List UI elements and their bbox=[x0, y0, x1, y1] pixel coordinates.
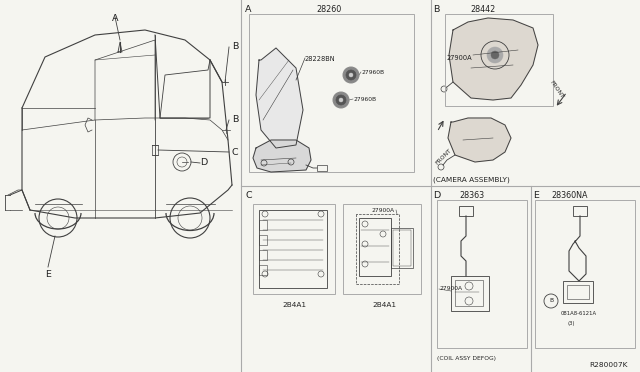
Text: A: A bbox=[112, 14, 118, 23]
Circle shape bbox=[343, 67, 359, 83]
Bar bbox=[573, 206, 587, 216]
Text: FRONT: FRONT bbox=[549, 80, 565, 100]
Text: 27900A: 27900A bbox=[447, 55, 472, 61]
Bar bbox=[535, 200, 635, 348]
Circle shape bbox=[346, 70, 356, 80]
Bar bbox=[259, 250, 267, 260]
Text: 2B4A1: 2B4A1 bbox=[282, 302, 306, 308]
Bar bbox=[259, 220, 267, 230]
Text: 28360NA: 28360NA bbox=[551, 191, 588, 200]
Text: 27960B: 27960B bbox=[361, 70, 384, 75]
Bar bbox=[259, 265, 267, 275]
Circle shape bbox=[487, 47, 503, 63]
Text: (3): (3) bbox=[567, 321, 575, 326]
Text: R280007K: R280007K bbox=[589, 362, 628, 368]
Text: 27900A: 27900A bbox=[439, 286, 462, 291]
Bar bbox=[253, 204, 335, 294]
Text: B: B bbox=[433, 5, 440, 14]
Text: FRONT: FRONT bbox=[435, 148, 453, 166]
Bar bbox=[359, 218, 391, 276]
Bar bbox=[259, 235, 267, 245]
Text: 28363: 28363 bbox=[459, 191, 484, 200]
Bar bbox=[459, 206, 473, 216]
Bar bbox=[391, 228, 413, 268]
Text: C: C bbox=[245, 191, 252, 200]
Bar bbox=[445, 14, 553, 106]
Text: 28260: 28260 bbox=[316, 5, 342, 14]
Text: E: E bbox=[533, 191, 539, 200]
Text: 28228BN: 28228BN bbox=[305, 56, 335, 62]
Text: 081A8-6121A: 081A8-6121A bbox=[561, 311, 597, 316]
Circle shape bbox=[333, 92, 349, 108]
Bar bbox=[455, 280, 483, 306]
Text: 2B4A1: 2B4A1 bbox=[372, 302, 396, 308]
Text: A: A bbox=[245, 5, 252, 14]
Text: B: B bbox=[549, 298, 553, 304]
Text: 28442: 28442 bbox=[470, 5, 495, 14]
Polygon shape bbox=[449, 18, 538, 100]
Text: C: C bbox=[232, 148, 239, 157]
Polygon shape bbox=[253, 140, 311, 172]
Bar bbox=[249, 14, 414, 172]
Text: (CAMERA ASSEMBLY): (CAMERA ASSEMBLY) bbox=[433, 176, 510, 183]
Bar bbox=[317, 165, 327, 171]
Bar bbox=[393, 230, 411, 266]
Text: 27960B: 27960B bbox=[353, 97, 376, 102]
Bar bbox=[259, 210, 327, 288]
Circle shape bbox=[336, 95, 346, 105]
Text: 27900A: 27900A bbox=[371, 208, 394, 213]
Bar bbox=[437, 200, 527, 348]
Bar bbox=[343, 204, 421, 294]
Bar bbox=[567, 285, 589, 299]
Text: E: E bbox=[45, 270, 51, 279]
Circle shape bbox=[339, 98, 343, 102]
Text: D: D bbox=[433, 191, 440, 200]
Polygon shape bbox=[256, 48, 303, 148]
Bar bbox=[563, 281, 593, 303]
Polygon shape bbox=[448, 118, 511, 162]
Text: B: B bbox=[232, 115, 238, 124]
Text: D: D bbox=[200, 158, 207, 167]
Bar bbox=[451, 276, 489, 311]
Circle shape bbox=[349, 73, 353, 77]
Text: (COIL ASSY DEFOG): (COIL ASSY DEFOG) bbox=[437, 356, 496, 361]
Text: B: B bbox=[232, 42, 238, 51]
Circle shape bbox=[491, 51, 499, 59]
